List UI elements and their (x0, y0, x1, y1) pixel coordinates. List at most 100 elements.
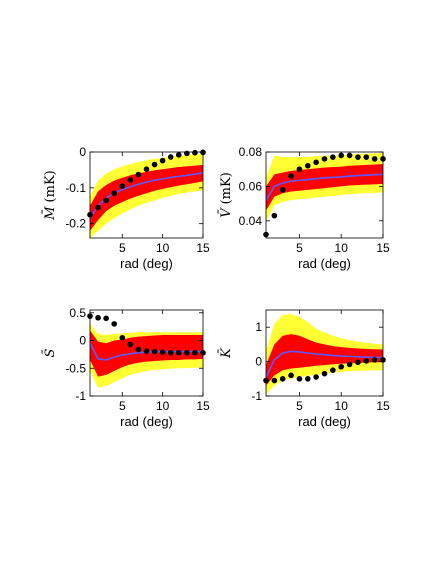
data-point (167, 349, 174, 356)
data-point (200, 349, 206, 356)
data-point (103, 197, 109, 204)
chart-panel-top-right: 5 10 15 0.04 0.06 0.08 rad (deg) V̄ (mK) (218, 145, 390, 271)
chart-panel-bottom-right: 5 10 15 -1 0 1 rad (deg) K̄ (218, 309, 390, 429)
chart-panel-bottom-left: 5 10 15 -1 -0.5 0 0.5 rad (deg) S̄ (42, 306, 210, 429)
data-point (313, 374, 319, 380)
y-axis-symbol: M̄ (42, 206, 58, 221)
y-tick-label: -1 (251, 389, 262, 403)
data-point (167, 154, 174, 160)
axes-frame (89, 151, 204, 239)
y-axis-symbol: S̄ (42, 348, 58, 357)
x-tick-label: 10 (156, 241, 170, 255)
data-point (346, 152, 353, 159)
data-point (143, 348, 150, 354)
x-tick-label: 5 (119, 241, 126, 255)
x-axis-label: rad (deg) (298, 256, 351, 271)
data-point (119, 334, 126, 341)
data-point (380, 156, 386, 162)
data-point (111, 321, 118, 327)
y-tick-label: 0 (79, 145, 86, 159)
y-tick-label: -1 (75, 389, 86, 403)
inner-band-area (90, 164, 203, 231)
mean-line (266, 173, 383, 201)
plot-area (90, 323, 203, 388)
x-tick-label: 15 (196, 241, 210, 255)
data-point (119, 183, 126, 189)
axes-frame (265, 151, 384, 239)
y-tick-label: 0.06 (239, 179, 263, 193)
data-point (95, 314, 101, 321)
x-tick-label: 15 (376, 241, 390, 255)
x-tick-label: 15 (196, 399, 210, 413)
data-point (192, 149, 198, 156)
data-point (143, 166, 150, 172)
data-point (127, 177, 134, 183)
data-point (296, 376, 303, 382)
y-tick-label: 0 (255, 355, 262, 369)
data-point (304, 162, 311, 169)
data-point (296, 166, 303, 172)
mean-line (266, 350, 383, 378)
data-point (355, 359, 361, 366)
x-axis-label: rad (deg) (120, 256, 173, 271)
y-axis-label: S̄ (42, 348, 58, 357)
y-tick-label: -0.1 (65, 181, 86, 195)
plot-area (266, 314, 383, 395)
data-point (95, 204, 101, 211)
axes-frame (265, 309, 384, 397)
plot-area (90, 153, 203, 238)
y-axis-label: V̄ (mK) (218, 172, 234, 218)
x-tick-label: 10 (335, 399, 349, 413)
y-axis-symbol: K̄ (218, 347, 234, 359)
data-point (192, 349, 198, 356)
data-point (363, 358, 370, 364)
data-point (363, 154, 370, 160)
y-tick-label: 0.04 (239, 214, 263, 228)
data-point (346, 361, 353, 368)
data-point (175, 152, 182, 158)
chart-panel-top-left: 5 10 15 -0.2 -0.1 0 rad (deg) M̄ (mK) (42, 145, 210, 271)
x-tick-label: 10 (335, 241, 349, 255)
data-point (313, 159, 319, 166)
data-point (271, 212, 278, 219)
x-axis-label: rad (deg) (120, 414, 173, 429)
y-axis-label: K̄ (218, 347, 234, 359)
data-point (263, 231, 269, 238)
data-point (184, 150, 190, 157)
y-axis-unit: (mK) (219, 172, 234, 204)
y-tick-label: 0.08 (239, 145, 263, 159)
data-point (184, 349, 190, 356)
data-point (304, 376, 311, 382)
y-tick-label: 0 (79, 334, 86, 348)
data-point (355, 154, 361, 160)
y-tick-label: 1 (255, 320, 262, 334)
data-point (330, 367, 336, 374)
data-point (135, 346, 142, 353)
inner-band-area (266, 334, 383, 386)
x-tick-label: 5 (296, 399, 303, 413)
data-point (288, 372, 294, 379)
data-point (135, 171, 142, 178)
data-point (271, 377, 278, 384)
data-point (321, 370, 328, 377)
data-point (87, 313, 93, 319)
data-point (330, 154, 336, 160)
y-axis-unit: (mK) (43, 170, 58, 202)
data-point (151, 348, 158, 355)
y-axis-symbol: V̄ (218, 207, 234, 218)
x-tick-label: 5 (296, 241, 303, 255)
data-point (338, 363, 345, 370)
data-point (279, 376, 286, 382)
data-point (127, 341, 134, 348)
data-point (111, 190, 118, 197)
data-point (279, 187, 286, 193)
y-axis-label: M̄ (mK) (42, 170, 58, 221)
data-point (288, 173, 294, 179)
data-point (175, 349, 182, 356)
data-point (103, 315, 109, 322)
data-point (321, 156, 328, 162)
y-tick-label: 0.5 (69, 306, 86, 320)
y-tick-label: -0.5 (65, 361, 86, 375)
mean-line (90, 171, 203, 219)
